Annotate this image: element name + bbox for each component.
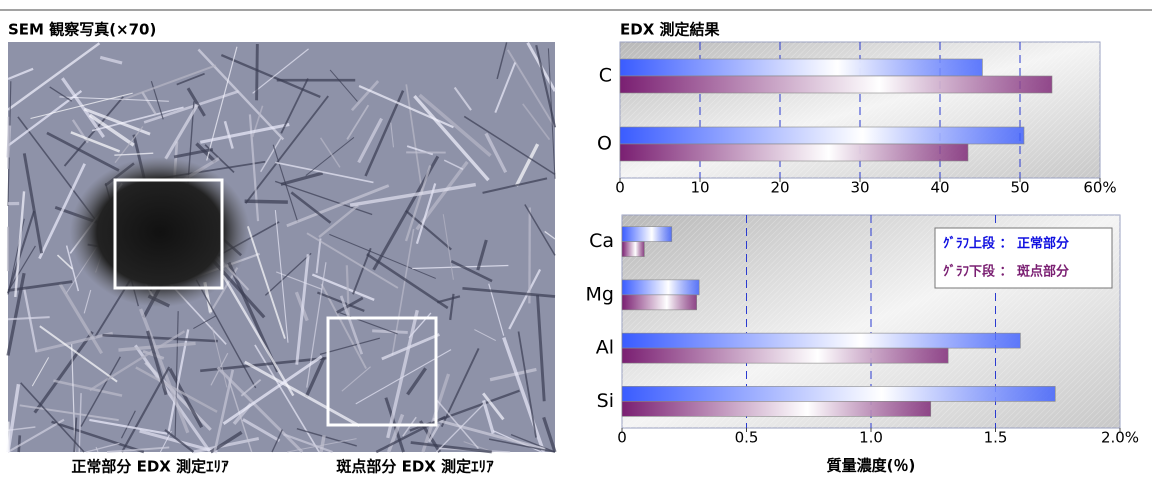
x-tick-label: 0.5 [735, 429, 759, 447]
bar [622, 386, 1055, 401]
bar [622, 227, 672, 242]
bar [622, 242, 644, 257]
x-tick-label: 40 [930, 179, 949, 197]
bar [620, 76, 1052, 93]
x-tick-label: 10 [690, 179, 709, 197]
bar [622, 401, 931, 416]
bar [620, 59, 982, 76]
page: SEM 観察写真(×70) 正常部分 EDX 測定ｴﾘｱ 斑点部分 EDX 測定… [0, 0, 1152, 479]
x-tick-label: 60% [1083, 179, 1116, 197]
x-tick-label: 0 [615, 179, 625, 197]
chart-title: EDX 測定結果 [620, 21, 720, 39]
x-tick-label: 2.0% [1101, 429, 1139, 447]
bar [620, 144, 968, 161]
bar [622, 348, 948, 363]
y-tick-label: C [599, 65, 612, 87]
x-tick-label: 20 [770, 179, 789, 197]
y-tick-label: O [597, 133, 612, 155]
y-tick-label: Si [597, 390, 614, 412]
sem-image [8, 42, 555, 452]
legend-label: ｸﾞﾗﾌ上段 ： 正常部分 [943, 236, 1069, 252]
y-tick-label: Mg [586, 283, 614, 305]
bar [620, 127, 1024, 144]
y-tick-label: Al [596, 337, 614, 359]
x-tick-label: 1.0 [859, 429, 883, 447]
bar [622, 280, 699, 295]
x-tick-label: 50 [1010, 179, 1029, 197]
x-tick-label: 30 [850, 179, 869, 197]
bar [622, 295, 697, 310]
bar [622, 333, 1020, 348]
y-tick-label: Ca [589, 230, 614, 252]
caption: 斑点部分 EDX 測定ｴﾘｱ [336, 458, 494, 476]
caption: 正常部分 EDX 測定ｴﾘｱ [71, 458, 229, 476]
x-axis-label: 質量濃度(％) [827, 457, 916, 475]
sem-title: SEM 観察写真(×70) [8, 21, 156, 39]
legend-label: ｸﾞﾗﾌ下段 ： 斑点部分 [943, 264, 1069, 280]
x-tick-label: 1.5 [984, 429, 1008, 447]
x-tick-label: 0 [617, 429, 627, 447]
